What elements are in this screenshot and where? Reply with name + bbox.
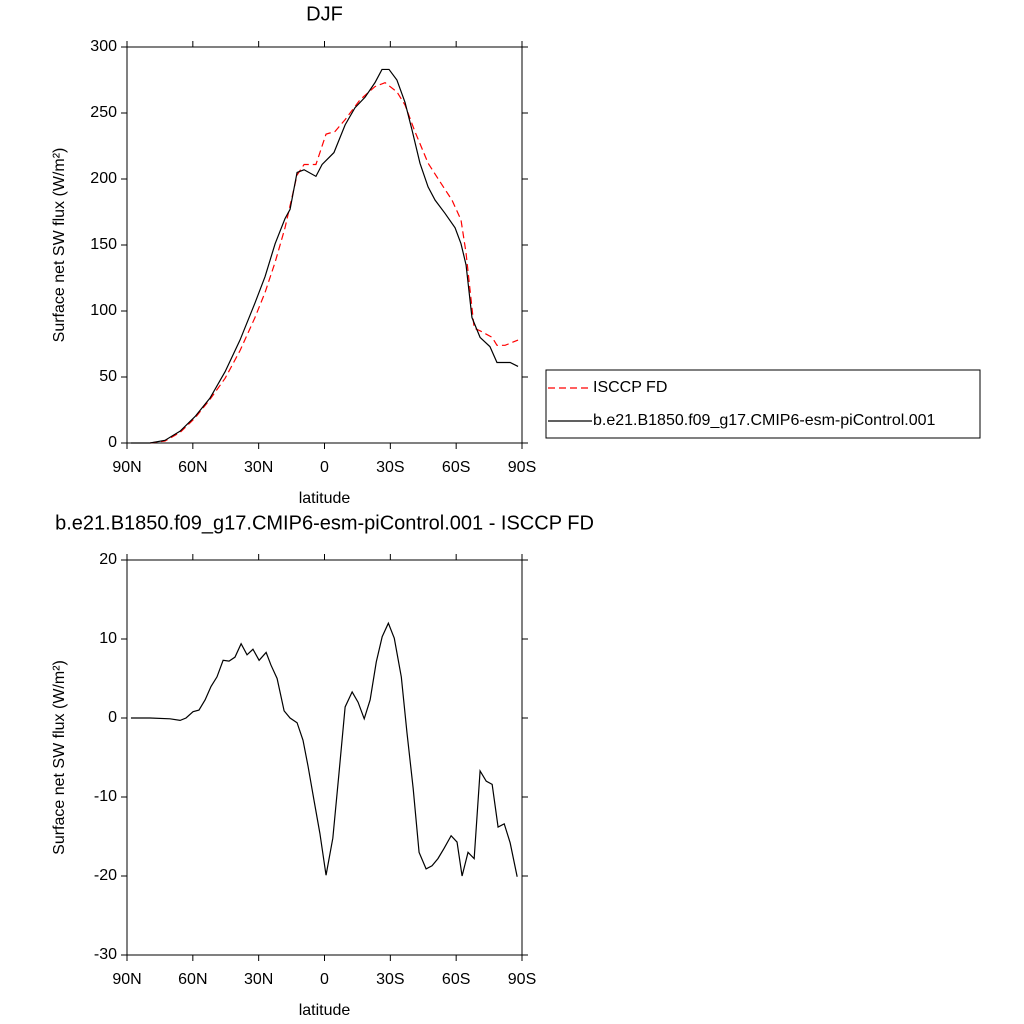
x-tick-label: 30S (376, 459, 404, 476)
x-tick-label: 30N (244, 971, 273, 988)
data-line (130, 68, 519, 444)
y-tick-label: 300 (90, 38, 117, 55)
x-tick-label: 90N (112, 971, 141, 988)
x-tick-label: 60N (178, 971, 207, 988)
x-axis-label: latitude (299, 1002, 351, 1019)
x-tick-label: 30S (376, 971, 404, 988)
x-tick-label: 90S (508, 971, 536, 988)
y-tick-label: 200 (90, 170, 117, 187)
x-tick-label: 0 (320, 459, 329, 476)
y-axis-label: Surface net SW flux (W/m²) (51, 660, 68, 855)
y-tick-label: 20 (99, 551, 117, 568)
y-tick-label: 0 (108, 709, 117, 726)
chart-title: DJF (306, 3, 343, 25)
x-tick-label: 30N (244, 459, 273, 476)
x-tick-label: 90S (508, 459, 536, 476)
y-tick-label: 250 (90, 104, 117, 121)
y-tick-label: 50 (99, 368, 117, 385)
plot-frame (126, 559, 523, 956)
legend-box (545, 369, 981, 439)
chart-title: b.e21.B1850.f09_g17.CMIP6-esm-piControl.… (55, 512, 594, 534)
x-tick-label: 60S (442, 459, 470, 476)
y-tick-label: -30 (94, 946, 117, 963)
x-tick-label: 60N (178, 459, 207, 476)
legend-label: b.e21.B1850.f09_g17.CMIP6-esm-piControl.… (593, 412, 936, 429)
y-tick-label: -20 (94, 867, 117, 884)
y-tick-label: 10 (99, 630, 117, 647)
y-tick-label: -10 (94, 788, 117, 805)
y-tick-label: 150 (90, 236, 117, 253)
plot-frame (126, 46, 523, 444)
data-line (149, 81, 519, 444)
y-axis-label: Surface net SW flux (W/m²) (51, 148, 68, 343)
y-tick-label: 100 (90, 302, 117, 319)
data-line (130, 621, 518, 877)
x-tick-label: 90N (112, 459, 141, 476)
x-axis-label: latitude (299, 490, 351, 507)
legend: ISCCP FD b.e21.B1850.f09_g17.CMIP6-esm-pi… (545, 369, 981, 439)
x-tick-label: 60S (442, 971, 470, 988)
y-tick-label: 0 (108, 434, 117, 451)
legend-label: ISCCP FD (593, 379, 667, 396)
x-tick-label: 0 (320, 971, 329, 988)
